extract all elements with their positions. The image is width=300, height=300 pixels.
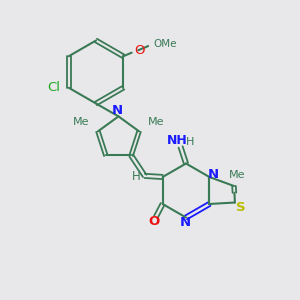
Text: Cl: Cl (47, 81, 60, 94)
Text: OMe: OMe (153, 39, 177, 49)
Text: N: N (207, 168, 218, 181)
Text: O: O (148, 215, 159, 228)
Text: N: N (111, 104, 123, 118)
Text: NH: NH (167, 134, 188, 148)
Text: H: H (132, 170, 141, 183)
Text: H: H (185, 136, 194, 147)
Text: Me: Me (148, 117, 164, 127)
Text: S: S (236, 201, 246, 214)
Text: Me: Me (73, 117, 89, 127)
Text: Me: Me (229, 170, 245, 181)
Text: O: O (134, 44, 145, 57)
Text: N: N (180, 216, 191, 230)
